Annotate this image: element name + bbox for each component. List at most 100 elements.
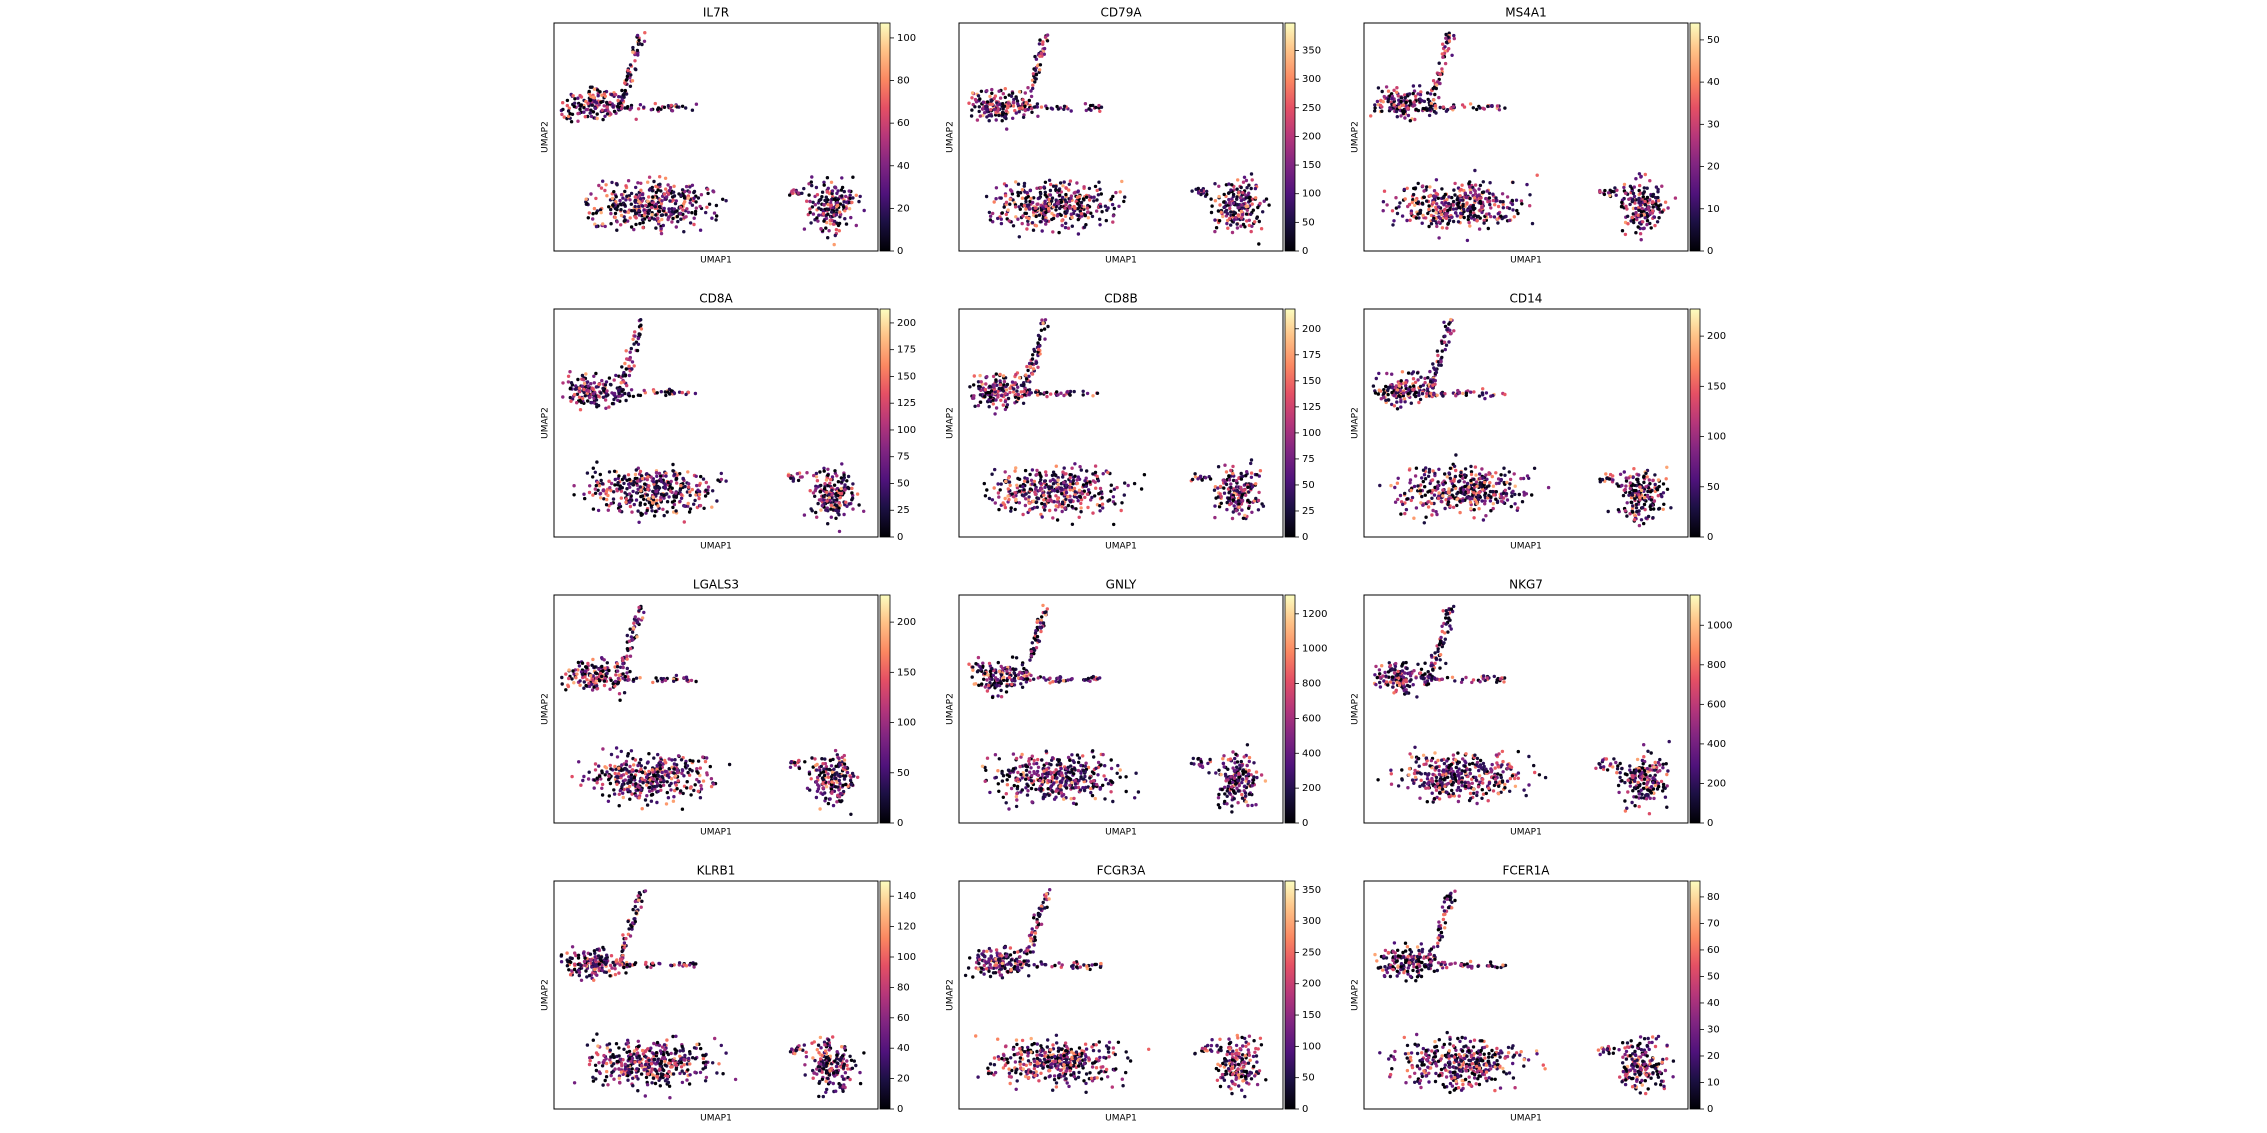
- cell-point: [1231, 471, 1235, 476]
- cell-point: [1413, 394, 1418, 399]
- cell-point: [1455, 214, 1459, 218]
- cell-point: [1054, 187, 1058, 192]
- cell-point: [1483, 491, 1488, 495]
- cell-point: [829, 180, 834, 184]
- x-axis-label: UMAP1: [1105, 256, 1137, 266]
- cell-point: [693, 209, 698, 214]
- cell-point: [811, 491, 816, 495]
- cell-point: [1373, 109, 1377, 113]
- cell-point: [1017, 110, 1021, 114]
- cell-point: [1409, 498, 1414, 503]
- cell-point: [1390, 97, 1394, 101]
- cell-point: [583, 394, 587, 398]
- cell-point: [597, 484, 602, 488]
- cell-point: [1003, 95, 1007, 100]
- cell-point: [983, 387, 988, 392]
- cell-point: [1386, 388, 1390, 393]
- cell-point: [1037, 213, 1042, 217]
- cell-point: [1426, 505, 1431, 509]
- cell-point: [1375, 99, 1380, 104]
- cell-point: [999, 482, 1003, 486]
- colorbar-tick-label: 10: [1707, 204, 1720, 215]
- cell-point: [1020, 188, 1025, 192]
- cell-point: [1413, 117, 1417, 122]
- cell-point: [1242, 175, 1247, 179]
- cell-point: [1227, 197, 1231, 202]
- cell-point: [688, 185, 692, 189]
- cell-point: [1193, 472, 1197, 476]
- cell-point: [658, 182, 662, 186]
- cell-point: [1397, 102, 1401, 106]
- cell-point: [1460, 183, 1464, 187]
- cell-point: [812, 473, 816, 478]
- cell-point: [1636, 225, 1640, 229]
- cell-point: [842, 512, 846, 517]
- cell-point: [655, 489, 659, 494]
- cell-point: [706, 187, 710, 191]
- cell-point: [594, 402, 599, 406]
- cell-point: [1040, 501, 1044, 506]
- cell-point: [577, 386, 582, 390]
- cell-point: [834, 213, 839, 217]
- cell-point: [1243, 225, 1247, 229]
- cell-point: [1413, 94, 1418, 99]
- cell-point: [1042, 185, 1046, 189]
- cell-point: [1249, 458, 1254, 462]
- cell-point: [614, 200, 618, 204]
- cell-point: [1633, 201, 1637, 205]
- cell-point: [1011, 116, 1015, 121]
- cell-point: [607, 376, 612, 380]
- cell-point: [1213, 199, 1218, 203]
- cell-point: [594, 371, 598, 376]
- cell-point: [626, 68, 630, 73]
- cell-point: [634, 222, 638, 227]
- cell-point: [672, 207, 677, 211]
- cell-point: [1463, 492, 1467, 497]
- cell-point: [1398, 395, 1402, 399]
- cell-point: [1437, 220, 1441, 224]
- cell-point: [1642, 213, 1647, 217]
- cell-point: [647, 195, 651, 199]
- cell-point: [1469, 390, 1473, 394]
- cell-point: [1425, 391, 1429, 396]
- cell-point: [1073, 462, 1077, 466]
- cell-point: [981, 100, 985, 104]
- cell-point: [680, 188, 685, 192]
- cell-point: [1073, 490, 1077, 494]
- cell-point: [802, 186, 806, 191]
- cell-point: [1068, 473, 1072, 477]
- cell-point: [1648, 198, 1652, 202]
- cell-point: [640, 192, 645, 197]
- cell-point: [1472, 516, 1476, 520]
- cell-point: [623, 361, 627, 366]
- cell-point: [1068, 500, 1073, 504]
- cell-point: [1106, 206, 1110, 210]
- cell-point: [1022, 181, 1027, 186]
- cell-point: [1064, 202, 1068, 207]
- cell-point: [1620, 229, 1625, 233]
- cell-point: [835, 498, 839, 502]
- cell-point: [589, 382, 593, 386]
- cell-point: [1067, 188, 1071, 192]
- cell-point: [632, 480, 636, 484]
- cell-point: [1043, 180, 1048, 184]
- cell-point: [1039, 481, 1043, 486]
- cell-point: [1013, 491, 1018, 495]
- cell-point: [1039, 478, 1043, 482]
- cell-point: [1196, 186, 1201, 191]
- cell-point: [1626, 222, 1630, 226]
- cell-point: [1486, 226, 1491, 231]
- cell-point: [635, 348, 640, 353]
- cell-point: [1397, 384, 1402, 388]
- cell-point: [985, 100, 990, 104]
- cell-point: [593, 491, 598, 495]
- cell-point: [634, 117, 638, 122]
- cell-point: [1398, 493, 1403, 498]
- cell-point: [1468, 188, 1473, 192]
- cell-point: [591, 507, 596, 511]
- cell-point: [1369, 114, 1373, 118]
- cell-point: [630, 209, 634, 213]
- cell-point: [1066, 503, 1071, 508]
- x-axis-label: UMAP1: [700, 256, 732, 266]
- cell-point: [1040, 487, 1044, 491]
